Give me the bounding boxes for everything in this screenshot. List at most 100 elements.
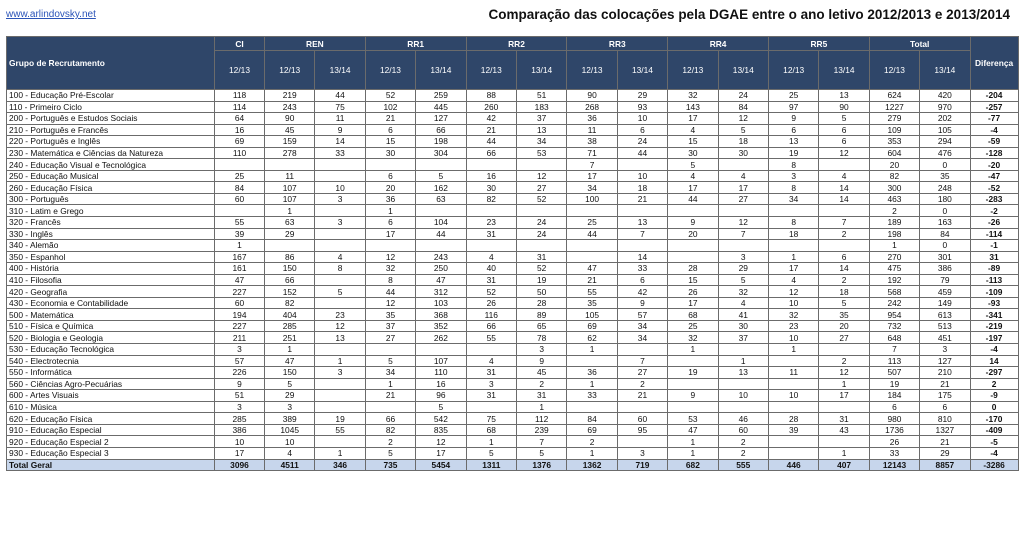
cell-value: 3 — [314, 192, 366, 206]
cell-value: 66 — [465, 319, 517, 333]
cell-value: 3 — [314, 366, 366, 379]
cell-value: 27 — [515, 181, 568, 194]
cell-value: 69 — [566, 319, 618, 333]
cell-value: 6 — [919, 400, 971, 414]
cell-value: 44 — [465, 135, 517, 148]
cell-value: 4 — [667, 123, 719, 137]
difference-value: -4 — [969, 343, 1019, 356]
table-row: 920 - Educação Especial 2 10 10 2 12 1 7 2 1 2 26 2… — [6, 435, 1019, 448]
cell-value: 682 — [667, 458, 719, 472]
cell-value: 13 — [717, 366, 769, 379]
cell-value — [314, 273, 366, 287]
column-header-rr1: RR1 — [364, 36, 467, 51]
cell-value: 5 — [515, 446, 568, 460]
cell-value: 243 — [263, 100, 316, 114]
cell-value: 5 — [818, 112, 870, 125]
site-link[interactable]: www.arlindovsky.net — [6, 9, 96, 20]
cell-value: 8857 — [919, 458, 971, 472]
row-label: 330 - Inglês — [6, 227, 215, 241]
table-row: 260 - Educação Física 84 107 10 20 162 30 27 34 1… — [6, 181, 1019, 194]
row-label: 210 - Português e Francês — [6, 123, 215, 137]
cell-value: 36 — [364, 192, 417, 206]
cell-value: 10 — [214, 435, 265, 448]
cell-value: 3 — [314, 216, 366, 229]
table-row: 100 - Educação Pré-Escolar 118 219 44 52 259 8… — [6, 89, 1019, 102]
cell-value: 5 — [263, 377, 316, 391]
cell-value: 219 — [263, 89, 316, 102]
cell-value: 259 — [415, 89, 467, 102]
cell-value: 8 — [314, 262, 366, 275]
cell-value: 68 — [465, 423, 517, 437]
cell-value: 11 — [263, 169, 316, 183]
row-label: 560 - Ciências Agro-Pecuárias — [6, 377, 215, 391]
cell-value — [717, 400, 769, 414]
cell-value: 24 — [616, 135, 669, 148]
cell-value: 53 — [515, 146, 568, 160]
difference-value: -4 — [969, 123, 1019, 137]
year-subheader: 12/13 — [667, 50, 719, 90]
cell-value: 13 — [818, 89, 870, 102]
cell-value: 39 — [767, 423, 820, 437]
difference-value: -3286 — [969, 458, 1019, 472]
row-label: 410 - Filosofia — [6, 273, 215, 287]
cell-value — [667, 250, 719, 264]
cell-value: 152 — [263, 285, 316, 298]
cell-value: 19 — [314, 412, 366, 425]
cell-value: 84 — [566, 412, 618, 425]
difference-value: 0 — [969, 400, 1019, 414]
cell-value: 735 — [364, 458, 417, 472]
cell-value: 12 — [364, 296, 417, 310]
row-label: 230 - Matemática e Ciências da Natureza — [6, 146, 215, 160]
cell-value: 36 — [566, 366, 618, 379]
cell-value: 17 — [214, 446, 265, 460]
cell-value: 29 — [919, 446, 971, 460]
total-row: Total Geral 3096 4511 346 735 5454 1311 1376 136… — [6, 458, 1019, 472]
cell-value: 19 — [767, 146, 820, 160]
cell-value: 18 — [616, 181, 669, 194]
column-header-total: Total — [868, 36, 971, 51]
cell-value: 2 — [515, 377, 568, 391]
cell-value: 2 — [818, 273, 870, 287]
year-subheader: 13/14 — [717, 50, 769, 90]
cell-value: 29 — [717, 262, 769, 275]
row-label: 910 - Educação Especial — [6, 423, 215, 437]
table-row: 910 - Educação Especial 386 1045 55 82 835 68 2… — [6, 423, 1019, 437]
cell-value — [767, 377, 820, 391]
cell-value — [314, 296, 366, 310]
cell-value: 1 — [314, 354, 366, 368]
cell-value: 352 — [415, 319, 467, 333]
cell-value: 21 — [616, 192, 669, 206]
cell-value — [566, 239, 618, 252]
cell-value — [314, 239, 366, 252]
cell-value: 31 — [465, 227, 517, 241]
cell-value: 270 — [868, 250, 921, 264]
cell-value: 46 — [717, 412, 769, 425]
cell-value: 31 — [818, 412, 870, 425]
cell-value: 12 — [818, 146, 870, 160]
cell-value: 12 — [767, 285, 820, 298]
row-label: 610 - Música — [6, 400, 215, 414]
cell-value: 36 — [566, 112, 618, 125]
cell-value: 82 — [868, 169, 921, 183]
cell-value: 9 — [314, 123, 366, 137]
cell-value: 66 — [415, 123, 467, 137]
cell-value: 1 — [667, 446, 719, 460]
cell-value: 1 — [767, 343, 820, 356]
cell-value — [717, 343, 769, 356]
cell-value: 34 — [364, 366, 417, 379]
cell-value: 27 — [364, 331, 417, 345]
cell-value: 35 — [566, 296, 618, 310]
cell-value: 1327 — [919, 423, 971, 437]
cell-value: 55 — [465, 331, 517, 345]
cell-value: 47 — [566, 262, 618, 275]
cell-value: 84 — [214, 181, 265, 194]
cell-value: 13 — [767, 135, 820, 148]
year-subheader: 12/13 — [868, 50, 921, 90]
cell-value: 90 — [263, 112, 316, 125]
cell-value — [616, 400, 669, 414]
cell-value — [314, 400, 366, 414]
cell-value: 10 — [717, 389, 769, 402]
cell-value: 5 — [364, 354, 417, 368]
cell-value: 60 — [717, 423, 769, 437]
cell-value: 227 — [214, 285, 265, 298]
